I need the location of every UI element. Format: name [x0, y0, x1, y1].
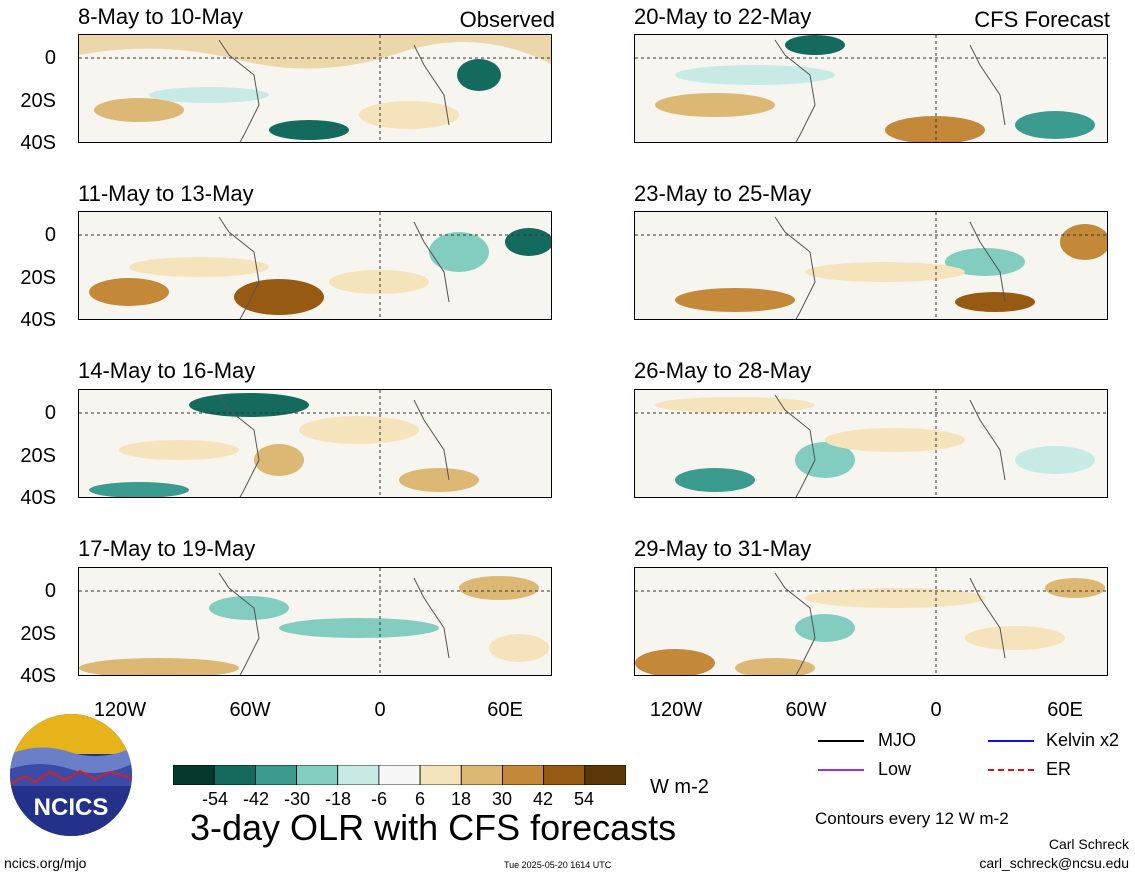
colorbar-label: 18 [450, 789, 472, 809]
y-tick-label: 20S [20, 445, 56, 467]
colorbar-label: -42 [242, 789, 269, 809]
map-field [635, 390, 1107, 497]
colorbar-swatch [337, 765, 380, 785]
colorbar-swatch [419, 765, 462, 785]
colorbar-label: 42 [532, 789, 554, 809]
map-field [79, 390, 551, 497]
colorbar-label: 54 [573, 789, 595, 809]
contour-note: Contours every 12 W m-2 [815, 809, 1009, 828]
y-tick-label: 40S [20, 665, 56, 687]
map-field [635, 35, 1107, 142]
x-tick-label: 60W [229, 699, 271, 721]
panel-title: 26-May to 28-May [634, 358, 812, 383]
colorbar-label: -54 [201, 789, 228, 809]
map-field [635, 212, 1107, 319]
ncics-logo: NCICS [10, 714, 132, 836]
olr-map-panel [78, 389, 552, 498]
y-tick-label: 40S [20, 309, 56, 331]
olr-map-panel [634, 34, 1108, 143]
y-tick-label: 0 [44, 402, 56, 424]
footer-author: Carl Schreck [1048, 836, 1129, 852]
x-tick-label: 120W [649, 699, 703, 721]
footer-url: ncics.org/mjo [4, 855, 87, 871]
map-field [79, 35, 551, 142]
mjo-legend-line [818, 740, 864, 742]
forecast-label: CFS Forecast [974, 7, 1110, 32]
main-title: 3-day OLR with CFS forecasts [190, 807, 677, 848]
panel-title: 29-May to 31-May [634, 536, 812, 561]
footer-timestamp: Tue 2025-05-20 1614 UTC [504, 860, 612, 870]
olr-map-panel [634, 389, 1108, 498]
colorbar [173, 765, 626, 785]
y-tick-label: 0 [44, 47, 56, 69]
colorbar-units: W m-2 [650, 776, 709, 798]
panel-title: 17-May to 19-May [78, 536, 256, 561]
y-tick-label: 0 [44, 580, 56, 602]
observed-label: Observed [459, 7, 555, 32]
panel-title: 23-May to 25-May [634, 181, 812, 206]
y-tick-label: 20S [20, 267, 56, 289]
kelvin-legend-label: Kelvin x2 [1046, 730, 1120, 750]
colorbar-swatch [213, 765, 256, 785]
y-tick-label: 20S [20, 623, 56, 645]
colorbar-swatch [173, 765, 215, 785]
colorbar-label: -18 [324, 789, 351, 809]
map-field [79, 212, 551, 319]
panel-title: 11-May to 13-May [78, 181, 254, 206]
x-tick-label: 60E [487, 699, 523, 721]
panel-title: 8-May to 10-May [78, 4, 244, 29]
colorbar-label: -6 [370, 789, 387, 809]
olr-map-panel [78, 211, 552, 320]
map-field [79, 568, 551, 675]
low-legend-line [818, 769, 864, 771]
er-legend-line [988, 769, 1034, 771]
colorbar-swatch [584, 765, 626, 785]
colorbar-swatch [460, 765, 503, 785]
colorbar-label: 6 [414, 789, 425, 809]
colorbar-swatch [296, 765, 339, 785]
mjo-legend-label: MJO [878, 730, 916, 750]
olr-map-panel [634, 567, 1108, 676]
logo-text: NCICS [33, 794, 109, 821]
kelvin-legend-line [988, 740, 1034, 742]
colorbar-swatch [502, 765, 545, 785]
y-tick-label: 20S [20, 90, 56, 112]
x-tick-label: 0 [930, 699, 942, 721]
olr-map-panel [634, 211, 1108, 320]
colorbar-swatch [378, 765, 421, 785]
footer-email: carl_schreck@ncsu.edu [979, 855, 1129, 871]
olr-map-panel [78, 567, 552, 676]
x-tick-label: 120W [93, 699, 147, 721]
x-tick-label: 60E [1047, 699, 1083, 721]
panel-title: 14-May to 16-May [78, 358, 256, 383]
colorbar-swatch [254, 765, 297, 785]
colorbar-label: -30 [283, 789, 310, 809]
colorbar-label: 30 [491, 789, 513, 809]
colorbar-swatch [543, 765, 586, 785]
y-tick-label: 0 [44, 224, 56, 246]
y-tick-label: 40S [20, 132, 56, 154]
er-legend-label: ER [1046, 759, 1072, 779]
x-tick-label: 0 [374, 699, 386, 721]
panel-title: 20-May to 22-May [634, 4, 812, 29]
map-field [635, 568, 1107, 675]
low-legend-label: Low [878, 759, 912, 779]
olr-map-panel [78, 34, 552, 143]
y-tick-label: 40S [20, 487, 56, 509]
x-tick-label: 60W [785, 699, 827, 721]
